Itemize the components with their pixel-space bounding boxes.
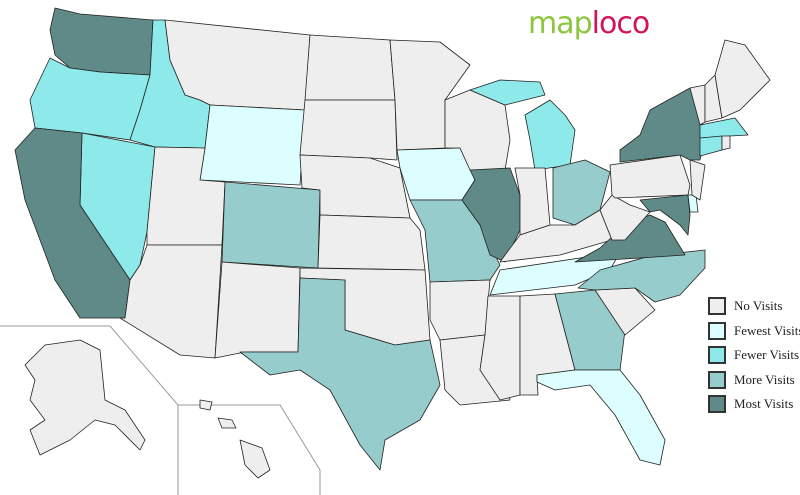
maploco-logo: maploco xyxy=(528,6,651,41)
state-hawaii[interactable] xyxy=(239,439,271,479)
state-michigan[interactable] xyxy=(524,99,576,171)
legend-item-most-visits: Most Visits xyxy=(708,392,800,417)
state-south-dakota[interactable] xyxy=(299,99,398,161)
state-arizona[interactable] xyxy=(119,244,223,359)
state-colorado[interactable] xyxy=(221,181,321,269)
state-arkansas[interactable] xyxy=(429,279,491,341)
state-new-mexico[interactable] xyxy=(214,261,301,359)
state-new-york[interactable] xyxy=(619,87,706,163)
state-north-dakota[interactable] xyxy=(304,34,396,101)
state-hawaii-islands[interactable] xyxy=(199,399,213,411)
legend-item-fewest-visits: Fewest Visits xyxy=(708,319,800,344)
state-rhode-island[interactable] xyxy=(721,135,731,151)
state-illinois[interactable] xyxy=(461,167,521,263)
state-indiana[interactable] xyxy=(514,167,551,236)
state-virginia[interactable] xyxy=(574,214,686,263)
state-hawaii-islands[interactable] xyxy=(217,417,237,429)
legend-swatch xyxy=(708,321,726,340)
logo-part-map: map xyxy=(528,6,593,41)
state-washington[interactable] xyxy=(49,7,154,76)
legend-swatch xyxy=(708,297,726,316)
state-michigan-upper[interactable] xyxy=(469,79,546,106)
alaska-inset-border xyxy=(0,325,179,495)
legend-item-fewer-visits: Fewer Visits xyxy=(708,343,800,368)
legend-item-no-visits: No Visits xyxy=(708,294,800,319)
state-north-carolina[interactable] xyxy=(577,249,706,303)
map-legend: No Visits Fewest Visits Fewer Visits Mor… xyxy=(708,294,800,417)
state-massachusetts[interactable] xyxy=(699,117,749,139)
legend-label: Most Visits xyxy=(734,396,794,412)
legend-label: Fewest Visits xyxy=(734,322,800,338)
legend-label: More Visits xyxy=(734,371,795,387)
state-california[interactable] xyxy=(14,127,131,319)
legend-swatch xyxy=(708,395,726,414)
legend-swatch xyxy=(708,370,726,389)
state-texas[interactable] xyxy=(239,277,441,471)
state-kansas[interactable] xyxy=(317,214,426,271)
state-wyoming[interactable] xyxy=(199,104,306,186)
legend-label: No Visits xyxy=(734,298,783,314)
state-florida[interactable] xyxy=(536,369,666,466)
legend-swatch xyxy=(708,346,726,365)
state-connecticut[interactable] xyxy=(699,135,723,157)
state-georgia[interactable] xyxy=(554,289,626,371)
logo-part-loco: loco xyxy=(591,6,651,41)
state-new-jersey[interactable] xyxy=(689,159,706,201)
state-maine[interactable] xyxy=(714,39,771,119)
legend-item-more-visits: More Visits xyxy=(708,368,800,393)
state-alaska[interactable] xyxy=(24,339,146,456)
hawaii-inset-border xyxy=(178,404,321,495)
legend-label: Fewer Visits xyxy=(734,347,800,363)
